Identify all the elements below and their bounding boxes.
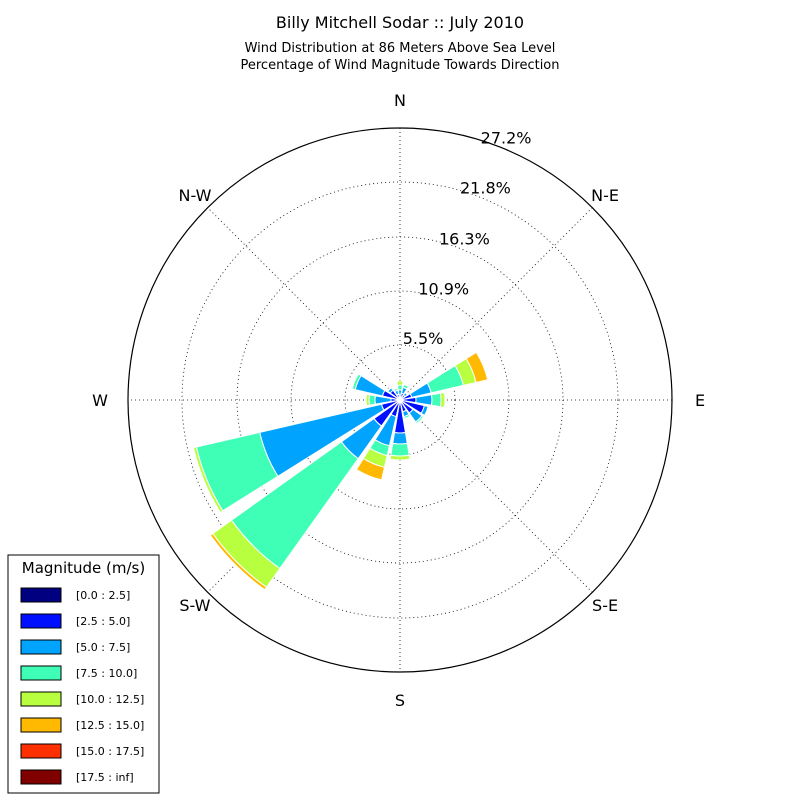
legend-entry-label: [10.0 : 12.5] xyxy=(76,693,144,706)
bar-segment xyxy=(403,413,411,420)
sector-315 xyxy=(386,386,401,401)
bar-segment xyxy=(465,351,489,384)
bar-segment xyxy=(389,454,411,461)
radial-tick-label: 16.3% xyxy=(439,229,490,248)
bar-segment xyxy=(368,394,376,406)
direction-label-s: S xyxy=(395,691,405,710)
bar-segment xyxy=(209,532,268,591)
grid-ring xyxy=(181,181,619,619)
legend-entry-label: [17.5 : inf] xyxy=(76,771,134,784)
bar-segment xyxy=(430,392,442,408)
legend-swatch xyxy=(20,613,62,629)
legend-swatch xyxy=(20,691,62,707)
legend: Magnitude (m/s) [0.0 : 2.5] [2.5 : 5.0] [5.… xyxy=(7,554,160,794)
chart-subtitle-line-2: Percentage of Wind Magnitude Towards Dir… xyxy=(240,58,560,73)
bar-segment xyxy=(392,387,399,393)
legend-swatch xyxy=(20,717,62,733)
sector-67.5 xyxy=(399,351,489,401)
bar-segment xyxy=(365,393,371,407)
legend-swatch xyxy=(20,665,62,681)
bar-segment xyxy=(390,442,410,457)
bar-segment xyxy=(404,391,409,396)
radial-tick-label: 21.8% xyxy=(460,179,511,198)
sector-180 xyxy=(389,399,411,461)
legend-entry-label: [0.0 : 2.5] xyxy=(76,589,130,602)
sector-202.5 xyxy=(355,399,401,481)
sector-157.5 xyxy=(399,399,411,420)
bar-segment xyxy=(191,447,221,514)
bar-segment xyxy=(396,384,404,391)
bar-segment xyxy=(392,431,408,445)
direction-label-e: E xyxy=(695,391,705,410)
direction-label-w: W xyxy=(92,391,108,410)
legend-swatch xyxy=(20,769,62,785)
bar-segment xyxy=(402,382,410,388)
direction-label-n-e: N-E xyxy=(591,186,619,205)
sector-337.5 xyxy=(392,387,401,401)
direction-labels: 5.5% 10.9% 16.3% 21.8% 27.2% N N-E E S-E S S-W W N-W xyxy=(92,91,705,710)
bar-segment xyxy=(423,405,430,417)
sector-225 xyxy=(209,399,401,591)
legend-entry-label: [15.0 : 17.5] xyxy=(76,745,144,758)
legend-entry-label: [2.5 : 5.0] xyxy=(76,615,130,628)
legend-swatch xyxy=(20,639,62,655)
direction-label-s-e: S-E xyxy=(592,596,618,615)
legend-entry-label: [12.5 : 15.0] xyxy=(76,719,144,732)
grid-ring xyxy=(236,236,564,564)
chart-title: Billy Mitchell Sodar :: July 2010 xyxy=(275,13,525,32)
direction-label-n-w: N-W xyxy=(178,186,211,205)
bar-segment xyxy=(351,373,362,391)
legend-title: Magnitude (m/s) xyxy=(22,559,145,577)
legend-swatch xyxy=(20,743,62,759)
legend-entry-label: [7.5 : 10.0] xyxy=(76,667,137,680)
bar-segment xyxy=(414,414,425,425)
bar-segment xyxy=(386,386,392,392)
radial-tick-label: 10.9% xyxy=(418,279,469,298)
outer-ring xyxy=(127,127,673,673)
sector-135 xyxy=(399,399,425,425)
legend-entry-label: [5.0 : 7.5] xyxy=(76,641,130,654)
bar-segment xyxy=(355,457,386,481)
windrose-bars xyxy=(191,351,489,591)
sector-270 xyxy=(365,393,401,407)
grid-ring xyxy=(344,344,456,456)
bar-segment xyxy=(396,380,404,386)
bar-segment xyxy=(439,391,446,409)
grid-ring xyxy=(290,290,510,510)
direction-label-s-w: S-W xyxy=(179,596,210,615)
radial-tick-label: 5.5% xyxy=(403,329,444,348)
legend-swatch xyxy=(20,587,62,603)
sector-112.5 xyxy=(399,399,430,417)
sector-247.5 xyxy=(191,399,401,514)
chart-subtitle-line-1: Wind Distribution at 86 Meters Above Sea… xyxy=(244,41,556,56)
sector-90 xyxy=(399,391,446,409)
radial-tick-label: 27.2% xyxy=(481,129,532,148)
direction-label-n: N xyxy=(394,91,406,110)
